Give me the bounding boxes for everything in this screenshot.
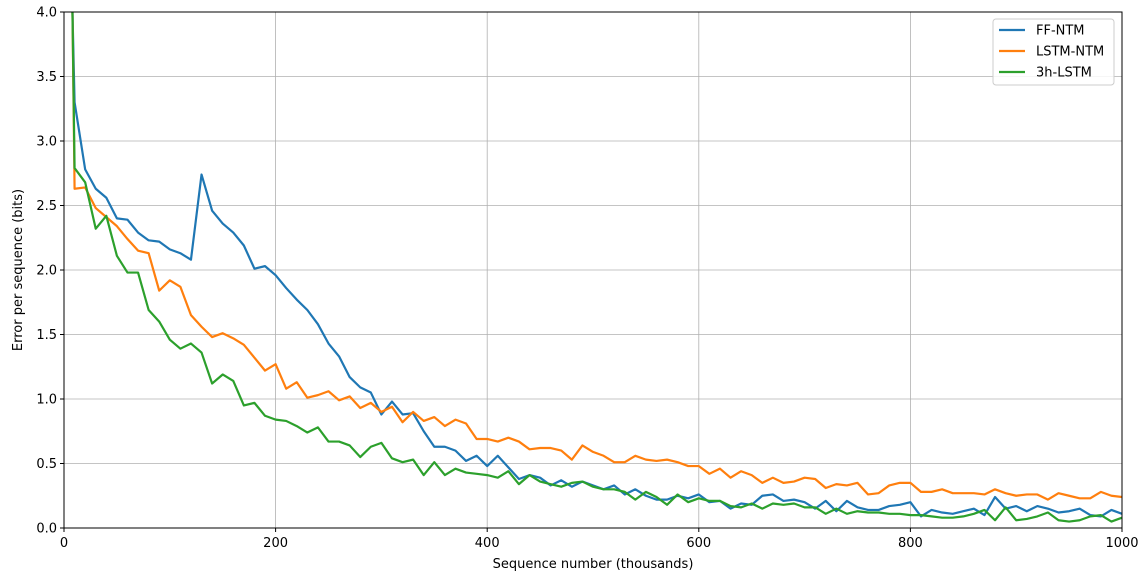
y-axis-label: Error per sequence (bits)	[11, 189, 26, 351]
series-line-ff-ntm	[71, 12, 1122, 518]
x-tick-label: 600	[686, 536, 711, 551]
x-axis-label: Sequence number (thousands)	[493, 557, 694, 572]
y-tick-label: 3.5	[36, 70, 57, 85]
y-tick-label: 4.0	[36, 6, 57, 21]
x-tick-label: 400	[475, 536, 500, 551]
y-tick-label: 3.0	[36, 135, 57, 150]
grid-lines	[63, 11, 1123, 529]
legend-label: LSTM-NTM	[1036, 45, 1104, 60]
y-tick-label: 2.5	[36, 199, 57, 214]
y-tick-label: 0.0	[36, 522, 57, 537]
y-tick-label: 1.0	[36, 393, 57, 408]
y-tick-label: 1.5	[36, 328, 57, 343]
legend-box	[992, 18, 1115, 86]
series-lines	[71, 12, 1122, 523]
x-tick-label: 1000	[1105, 536, 1138, 551]
x-axis: 0 200 400 600 800 1000	[60, 528, 1139, 551]
x-tick-label: 200	[263, 536, 288, 551]
y-axis: 0.0 0.5 1.0 1.5 2.0 2.5 3.0 3.5 4.0	[36, 6, 64, 537]
series-line-3h-lstm	[71, 12, 1122, 523]
y-tick-label: 2.0	[36, 264, 57, 279]
legend: FF-NTM LSTM-NTM 3h-LSTM	[992, 18, 1115, 86]
y-tick-label: 0.5	[36, 457, 57, 472]
series-line-lstm-ntm	[71, 12, 1122, 501]
x-tick-label: 800	[898, 536, 923, 551]
legend-label: FF-NTM	[1036, 24, 1085, 39]
x-tick-label: 0	[60, 536, 68, 551]
legend-label: 3h-LSTM	[1036, 66, 1092, 81]
